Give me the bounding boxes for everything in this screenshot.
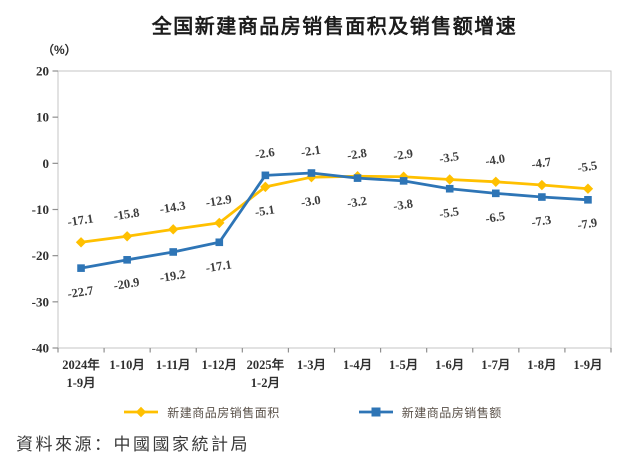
series-line-1: [80, 171, 589, 270]
data-label: -6.5: [484, 209, 506, 226]
data-label: -4.7: [530, 155, 552, 172]
marker-diamond: [582, 183, 594, 194]
marker-square: [353, 174, 362, 182]
x-axis-label: 1-4月: [343, 358, 372, 372]
x-axis-label: 1-8月: [527, 358, 556, 372]
data-label: -3.0: [300, 193, 322, 210]
y-axis-unit-label: （%）: [42, 43, 77, 57]
data-label: -3.2: [346, 194, 368, 211]
data-label: -3.8: [392, 196, 414, 213]
data-label: -7.3: [530, 213, 552, 230]
x-axis-label: 1-9月: [573, 358, 602, 372]
data-label: -17.1: [66, 211, 94, 229]
source-note: 資料來源：中國國家統計局: [16, 435, 250, 454]
sales-area-series-marker-icon: [124, 406, 159, 418]
marker-diamond: [168, 224, 179, 235]
series-line-0: [80, 174, 589, 244]
data-label: -5.5: [438, 204, 460, 221]
marker-square: [261, 171, 270, 180]
marker-diamond: [121, 231, 133, 242]
data-label: -2.1: [300, 143, 322, 160]
legend-item-sales-area: 新建商品房销售面积: [123, 404, 280, 421]
marker-diamond: [214, 217, 225, 229]
x-axis-label: 1-7月: [481, 358, 510, 372]
legend-label-sales-amount: 新建商品房销售额: [401, 405, 502, 420]
data-label: -15.8: [113, 205, 141, 223]
x-axis-label: 1-10月: [109, 358, 144, 372]
data-label: -17.1: [205, 257, 233, 275]
data-label: -22.7: [66, 283, 94, 301]
plot-border: [57, 70, 612, 349]
marker-square: [584, 196, 592, 204]
marker-square: [399, 177, 408, 185]
marker-square: [445, 184, 454, 193]
data-label: -20.9: [113, 275, 141, 293]
legend: 新建商品房销售面积 新建商品房销售额: [0, 402, 625, 422]
data-label: -2.8: [346, 146, 368, 163]
marker-diamond: [444, 174, 455, 185]
x-axis-label: 2024年: [62, 357, 100, 372]
x-axis-label: 1-11月: [156, 358, 191, 372]
marker-square: [169, 248, 178, 256]
x-axis-label: 2025年: [247, 357, 285, 372]
data-label: -5.1: [254, 202, 276, 219]
data-label: -19.2: [159, 267, 187, 285]
data-label: -7.9: [576, 215, 598, 232]
chart-title: 全国新建商品房销售面积及销售额增速: [151, 16, 518, 38]
marker-square: [538, 193, 546, 201]
y-axis-tick-label: -30: [32, 294, 49, 309]
data-label: -5.5: [576, 158, 598, 175]
x-axis-label: 1-6月: [435, 358, 464, 372]
marker-diamond: [75, 237, 87, 248]
legend-label-sales-area: 新建商品房销售面积: [167, 405, 280, 420]
data-label: -3.5: [438, 149, 460, 166]
legend-item-sales-amount: 新建商品房销售额: [358, 404, 502, 421]
y-axis-tick-label: -20: [32, 248, 49, 263]
y-axis-tick-label: -10: [32, 202, 49, 217]
data-label: -4.0: [484, 151, 506, 168]
marker-square: [307, 169, 316, 177]
x-axis-label: 1-3月: [297, 358, 326, 372]
data-label: -2.6: [254, 145, 276, 162]
data-label: -2.9: [392, 146, 414, 163]
y-axis-tick-label: 0: [43, 156, 50, 171]
marker-diamond: [490, 176, 501, 187]
line-chart-plot: 20 10 0 -10 -20 -30 -40 2024年 1-9月 1-10月 1-11月 1-12…: [32, 64, 612, 390]
x-axis-label: 1-12月: [202, 358, 237, 372]
data-label: -12.9: [205, 192, 233, 210]
x-axis-label: 1-9月: [66, 376, 95, 390]
data-label: -14.3: [159, 198, 187, 216]
marker-diamond: [536, 179, 548, 191]
marker-square: [491, 189, 500, 198]
y-axis-tick-label: 10: [36, 110, 49, 125]
y-axis-tick-label: 20: [36, 64, 49, 79]
marker-square: [215, 238, 224, 247]
y-axis-tick-label: -40: [32, 341, 49, 356]
x-axis-label: 1-2月: [251, 376, 280, 390]
marker-square: [123, 256, 131, 264]
sales-amount-series-marker-icon: [358, 407, 393, 417]
x-axis-label: 1-5月: [389, 358, 418, 372]
marker-square: [77, 264, 85, 272]
marker-diamond: [260, 181, 271, 193]
